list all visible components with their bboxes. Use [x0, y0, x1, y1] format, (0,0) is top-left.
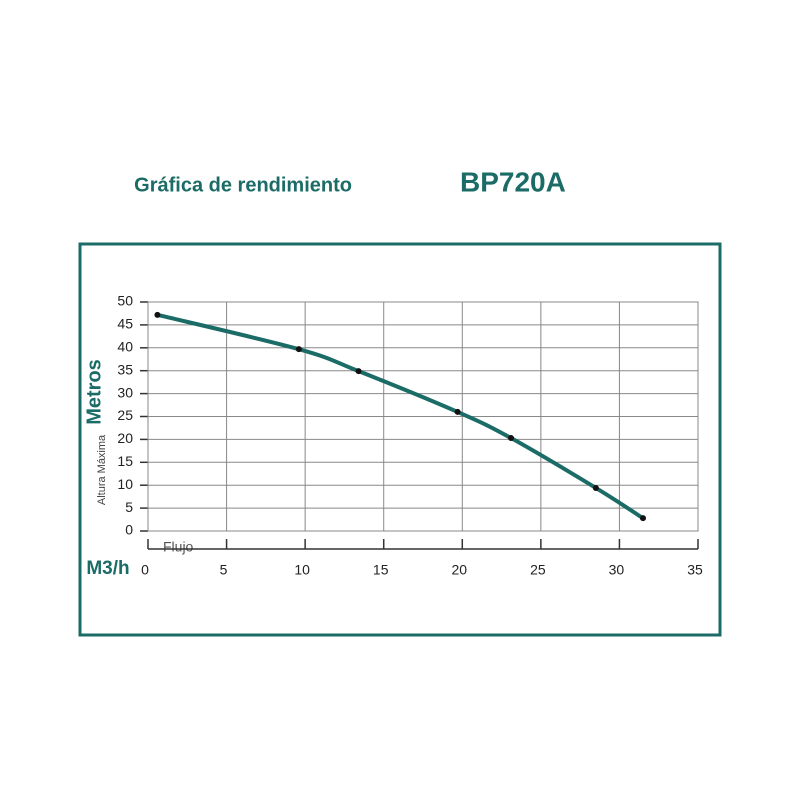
y-tick-label: 50 [117, 293, 133, 309]
x-tick-label: 35 [687, 562, 703, 578]
y-tick-label: 35 [117, 361, 133, 377]
point [592, 484, 599, 491]
y-tick-label: 20 [117, 430, 133, 446]
y-tick-label: 40 [117, 339, 133, 355]
point [295, 346, 302, 353]
chart-title: Gráfica de rendimiento [134, 174, 352, 196]
y-tick-label: 0 [125, 522, 133, 538]
y-tick-label: 30 [117, 384, 133, 400]
x-tick-label: 5 [220, 562, 228, 578]
y-tick-label: 10 [117, 476, 133, 492]
point [640, 515, 646, 522]
y-tick-label: 5 [125, 499, 133, 515]
chart-frame [78, 242, 722, 637]
x-tick-label: 10 [294, 562, 310, 578]
x-axis-unit: M3/h [86, 558, 129, 579]
line [156, 312, 645, 520]
y-axis-label-secondary: Altura Máxima [96, 434, 108, 505]
y-tick-label: 25 [117, 407, 133, 423]
point [355, 368, 362, 375]
point [508, 435, 514, 442]
y-axis-label: Metros [83, 359, 105, 425]
x-axis-label: Flujo [163, 539, 194, 555]
point [454, 408, 461, 415]
x-tick-label: 30 [609, 562, 625, 578]
chart-title-model: BP720A [460, 166, 566, 197]
point [154, 311, 161, 318]
x-tick-label: 20 [451, 562, 467, 578]
x-tick-label: 0 [141, 562, 149, 578]
x-tick-label: 15 [373, 562, 389, 578]
x-tick-label: 25 [530, 562, 546, 578]
y-tick-label: 15 [117, 453, 133, 469]
y-tick-label: 45 [117, 316, 133, 332]
